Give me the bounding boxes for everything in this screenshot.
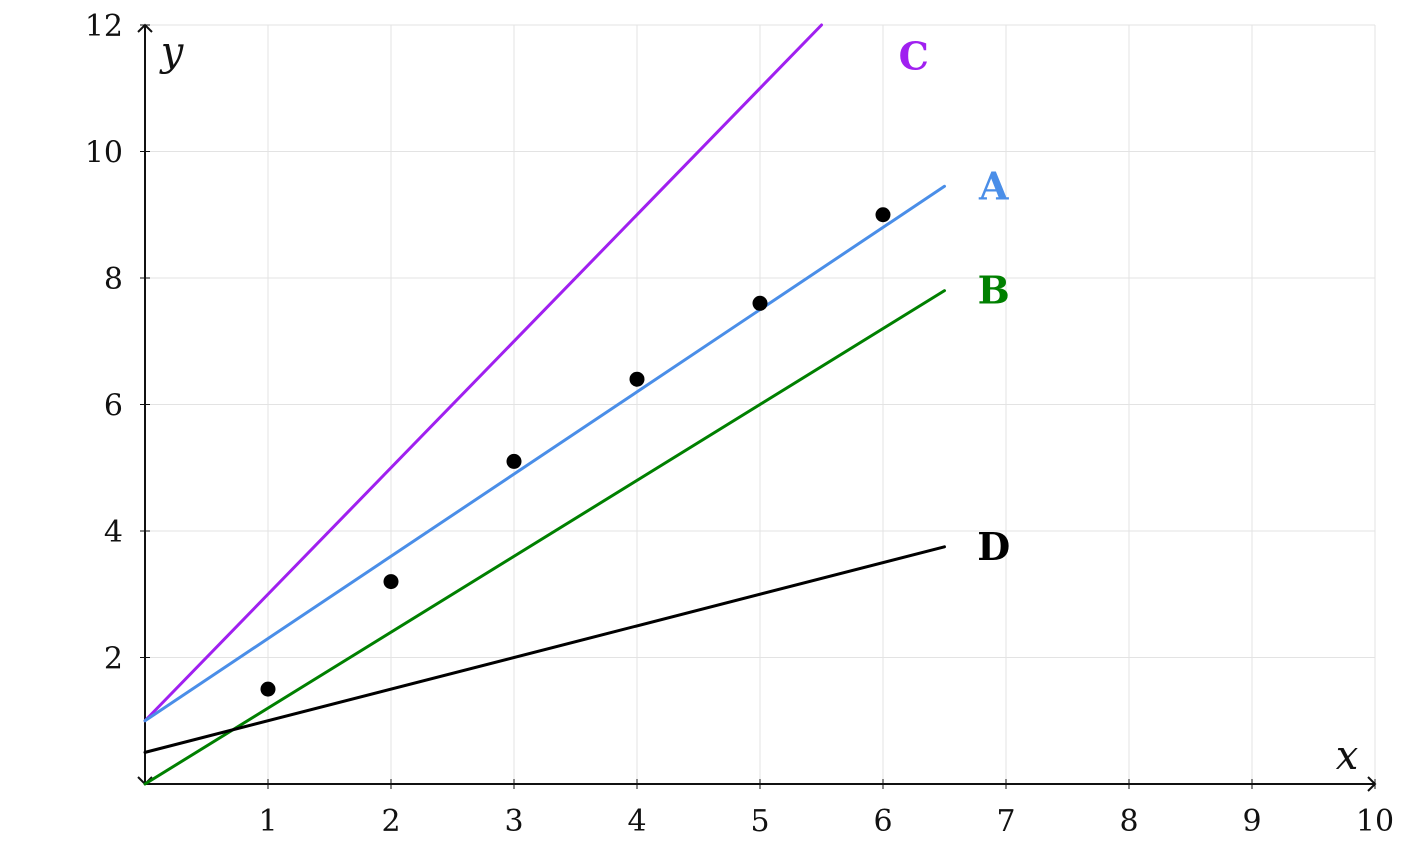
y-tick-label: 10	[85, 136, 123, 171]
x-tick-label: 7	[996, 804, 1015, 839]
y-tick-label: 12	[85, 9, 123, 44]
x-tick-label: 8	[1119, 804, 1138, 839]
y-axis-title: y	[159, 29, 185, 75]
x-tick-label: 4	[627, 804, 646, 839]
x-axis-title: x	[1336, 733, 1359, 779]
x-tick-label: 6	[873, 804, 892, 839]
data-point	[506, 453, 522, 469]
y-tick-label: 4	[104, 515, 123, 550]
x-tick-label: 2	[381, 804, 400, 839]
data-point	[752, 295, 768, 311]
data-points	[260, 207, 891, 697]
x-tick-label: 9	[1242, 804, 1261, 839]
y-tick-label: 8	[104, 262, 123, 297]
series-label-b: B	[978, 268, 1010, 313]
series-line-b	[143, 289, 946, 786]
series-labels: C A B D	[899, 34, 1011, 569]
x-tick-label: 1	[258, 804, 277, 839]
series-label-a: A	[978, 163, 1009, 208]
data-point	[383, 574, 399, 590]
y-tick-label: 6	[104, 389, 123, 424]
series-line-a	[143, 184, 946, 723]
data-point	[260, 681, 276, 697]
x-tick-label: 3	[504, 804, 523, 839]
series-label-d: D	[977, 524, 1010, 569]
series-line-c	[143, 23, 823, 723]
series-lines	[143, 23, 946, 786]
data-point	[875, 207, 891, 223]
y-tick-label: 2	[104, 642, 123, 677]
x-tick-label: 10	[1356, 804, 1394, 839]
data-point	[629, 371, 645, 387]
series-line-d	[143, 545, 946, 754]
x-tick-label: 5	[750, 804, 769, 839]
series-label-c: C	[899, 34, 929, 79]
